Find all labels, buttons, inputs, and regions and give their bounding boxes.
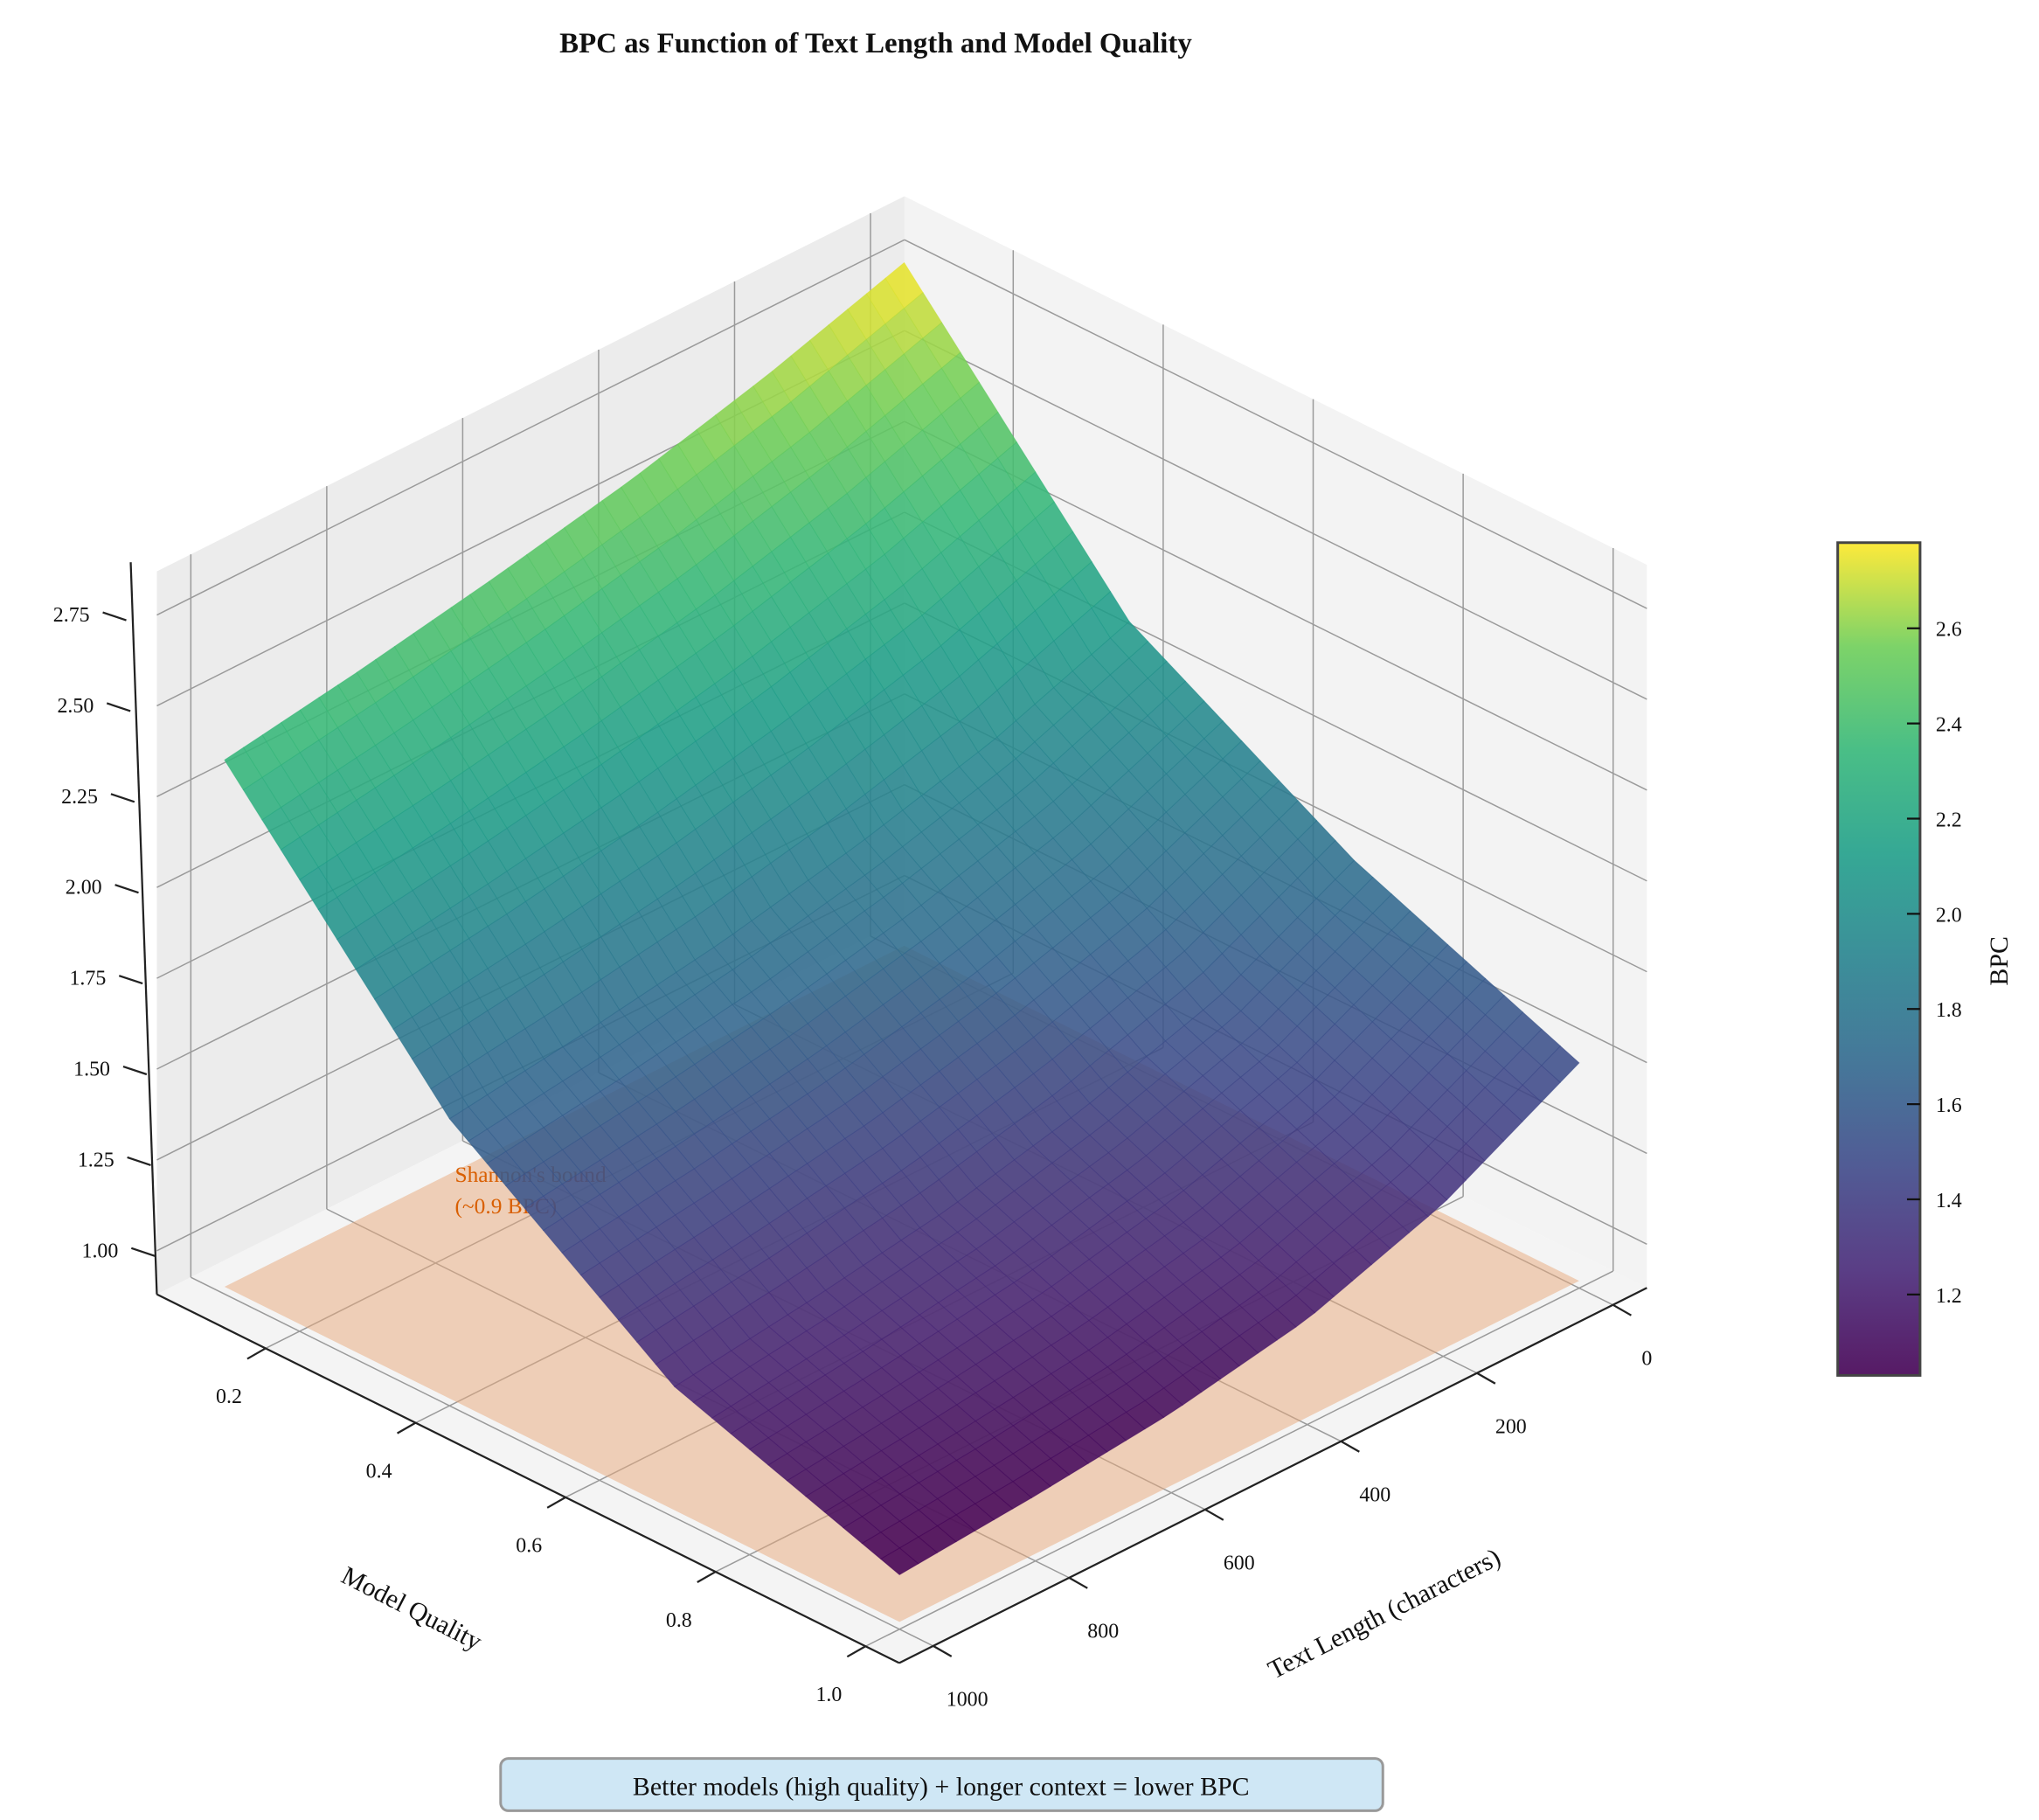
x-tick-label: 1000	[947, 1689, 988, 1712]
colorbar-tick-label: 2.6	[1936, 619, 1962, 642]
x-tick-mark	[1612, 1303, 1632, 1316]
colorbar-tick-label: 1.4	[1936, 1190, 1962, 1212]
z-tick-label: 2.25	[61, 786, 98, 809]
colorbar-tick-label: 2.4	[1936, 714, 1962, 737]
y-tick-mark	[846, 1645, 866, 1658]
y-tick-label: 0.8	[666, 1609, 692, 1632]
x-tick-mark	[933, 1644, 953, 1657]
z-tick-label: 1.50	[73, 1058, 110, 1080]
z-tick-label: 2.75	[53, 604, 90, 627]
colorbar-tick-label: 2.2	[1936, 809, 1962, 831]
grid-line	[156, 239, 905, 616]
y-tick-label: 0.4	[366, 1460, 392, 1483]
x-tick-label: 0	[1641, 1348, 1652, 1371]
z-tick-label: 1.75	[69, 968, 106, 990]
z-tick-mark	[130, 1247, 156, 1257]
x-tick-mark	[1340, 1440, 1360, 1453]
x-tick-mark	[1068, 1576, 1088, 1589]
colorbar-tick-label: 1.8	[1936, 999, 1962, 1022]
y-axis-label: Model Quality	[336, 1561, 486, 1657]
z-tick-mark	[114, 884, 139, 894]
x-axis-line	[898, 1287, 1647, 1664]
y-axis-line	[156, 1293, 900, 1664]
z-axis-line	[129, 562, 158, 1295]
x-tick-label: 200	[1495, 1416, 1527, 1439]
grid-line	[191, 1276, 934, 1647]
grid-line	[904, 239, 1647, 609]
y-tick-mark	[697, 1571, 717, 1583]
z-tick-mark	[122, 1065, 148, 1076]
x-tick-mark	[1204, 1508, 1224, 1521]
tick-labels: 1.001.251.501.752.002.252.502.750.20.40.…	[53, 604, 1653, 1712]
x-axis-label: Text Length (characters)	[1264, 1543, 1505, 1685]
annotation-text: Better models (high quality) + longer co…	[633, 1772, 1250, 1801]
z-tick-label: 2.00	[66, 877, 102, 900]
axis-lines	[102, 562, 1647, 1664]
annotation-box: Better models (high quality) + longer co…	[499, 1757, 1384, 1812]
grid-line	[904, 330, 1647, 700]
z-tick-label: 1.25	[78, 1149, 114, 1171]
colorbar: 1.2 1.4 1.6 1.8 2.0 2.2 2.4 2.6 BPC	[1836, 541, 2014, 1377]
colorbar-tick-label: 1.2	[1936, 1285, 1962, 1308]
y-tick-mark	[546, 1496, 566, 1509]
bpc-surface	[224, 261, 1580, 1575]
y-tick-label: 0.2	[216, 1386, 242, 1408]
grid-line	[864, 1270, 1614, 1647]
colorbar-gradient	[1836, 541, 1922, 1377]
annotation-box-bg	[499, 1757, 1384, 1812]
x-tick-label: 800	[1087, 1621, 1119, 1643]
z-tick-mark	[127, 1156, 151, 1166]
colorbar-tick-label: 2.0	[1936, 904, 1962, 927]
chart-title: BPC as Function of Text Length and Model…	[559, 28, 1192, 59]
z-tick-mark	[110, 793, 135, 803]
y-tick-label: 1.0	[815, 1684, 842, 1706]
z-tick-label: 2.50	[57, 695, 94, 718]
z-tick-mark	[106, 702, 131, 712]
z-tick-label: 1.00	[81, 1240, 118, 1262]
x-tick-mark	[1476, 1372, 1496, 1385]
colorbar-label: BPC	[1985, 936, 2014, 986]
y-tick-label: 0.6	[516, 1535, 542, 1558]
x-tick-label: 400	[1359, 1484, 1391, 1507]
x-tick-label: 600	[1224, 1553, 1255, 1575]
y-tick-mark	[246, 1347, 267, 1360]
surface-patch	[879, 1547, 919, 1575]
z-tick-mark	[118, 975, 143, 985]
colorbar-tick-label: 1.6	[1936, 1094, 1962, 1117]
z-tick-mark	[102, 611, 127, 622]
y-tick-mark	[396, 1421, 417, 1434]
